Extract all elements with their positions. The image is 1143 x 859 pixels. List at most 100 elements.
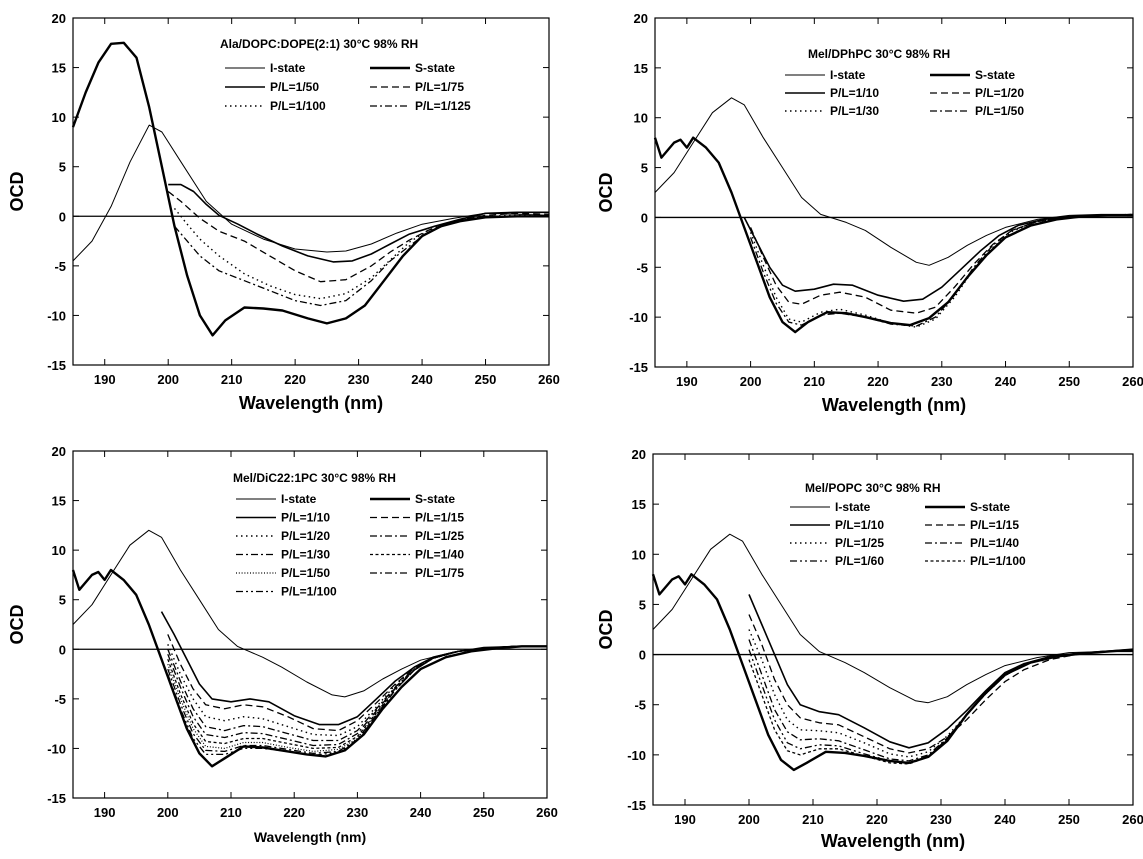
x-tick-label: 220 [283, 805, 305, 820]
y-tick-label: -5 [636, 260, 648, 275]
legend-label: I-state [830, 68, 866, 82]
y-tick-label: 10 [634, 111, 648, 126]
legend-label: P/L=1/40 [415, 548, 464, 562]
x-tick-label: 260 [538, 372, 560, 387]
y-tick-label: -15 [627, 798, 646, 813]
y-tick-label: 0 [59, 642, 66, 657]
x-tick-label: 240 [994, 812, 1016, 827]
x-tick-label: 210 [221, 372, 243, 387]
series-line-p-l-1-100 [748, 649, 1134, 765]
x-tick-label: 240 [410, 805, 432, 820]
y-tick-label: 10 [632, 547, 646, 562]
series-line-p-l-1-40 [748, 639, 1134, 762]
panel-title: Mel/DiC22:1PC 30°C 98% RH [233, 471, 396, 485]
y-tick-label: -15 [47, 791, 66, 806]
x-tick-label: 190 [94, 372, 116, 387]
y-axis-title: OCD [7, 605, 27, 645]
legend-label: P/L=1/15 [415, 511, 464, 525]
x-tick-label: 190 [674, 812, 696, 827]
plot-frame [654, 17, 1134, 368]
chart-panel-1: 190 200 210 220 230 240 250 260 -15 -10 -5 0 5 10 15 20… [7, 11, 560, 413]
legend-label: P/L=1/100 [270, 99, 326, 113]
x-tick-label: 220 [866, 812, 888, 827]
x-tick-label: 200 [157, 372, 179, 387]
x-axis-title: Wavelength (nm) [821, 831, 965, 851]
series-line-p-l-1-25 [748, 629, 1134, 758]
x-tick-label: 220 [284, 372, 306, 387]
panel-title: Mel/DPhPC 30°C 98% RH [808, 47, 950, 61]
y-tick-label: -15 [629, 360, 648, 375]
y-tick-label: 15 [52, 494, 66, 509]
legend-label: P/L=1/10 [281, 511, 330, 525]
x-tick-label: 240 [995, 374, 1017, 389]
x-tick-label: 210 [220, 805, 242, 820]
legend-label: P/L=1/50 [281, 566, 330, 580]
series-line-p-l-1-20 [750, 214, 1133, 314]
legend-label: S-state [415, 492, 455, 506]
series-line-p-l-1-60 [748, 649, 1134, 764]
series-line-p-l-1-125 [174, 215, 549, 307]
legend-label: P/L=1/50 [270, 80, 319, 94]
legend-label: I-state [835, 500, 871, 514]
legend-label: P/L=1/10 [835, 518, 884, 532]
y-tick-label: -10 [47, 308, 66, 323]
series-line-p-l-1-100 [173, 207, 550, 300]
series-line-i-state [654, 97, 1133, 266]
x-tick-label: 240 [411, 372, 433, 387]
series-line-s-state [653, 136, 1133, 334]
legend-label: P/L=1/125 [415, 99, 471, 113]
series-line-s-state [651, 573, 1134, 772]
y-tick-label: -15 [47, 358, 66, 373]
y-tick-label: -10 [627, 748, 646, 763]
series-line-p-l-1-75 [167, 190, 550, 283]
legend-label: S-state [975, 68, 1015, 82]
legend-label: P/L=1/20 [975, 86, 1024, 100]
series-line-p-l-1-40 [167, 645, 547, 750]
series-line-p-l-1-50 [749, 213, 1134, 327]
series-line-p-l-1-15 [748, 614, 1134, 754]
legend-label: P/L=1/40 [970, 536, 1019, 550]
x-tick-label: 260 [1122, 812, 1143, 827]
x-tick-label: 230 [930, 812, 952, 827]
series-line-s-state [71, 568, 547, 768]
y-tick-label: 5 [639, 597, 646, 612]
legend-label: P/L=1/60 [835, 554, 884, 568]
x-tick-label: 260 [536, 805, 558, 820]
series-line-p-l-1-100 [167, 645, 547, 757]
series-line-p-l-1-50 [168, 183, 549, 263]
legend-label: P/L=1/10 [830, 86, 879, 100]
legend-label: I-state [270, 61, 306, 75]
chart-panel-4: 190 200 210 220 230 240 250 260 -15 -10 -5 0 5 10 15 20… [596, 447, 1143, 851]
legend-label: I-state [281, 492, 317, 506]
y-tick-label: 20 [52, 11, 66, 26]
series-line-p-l-1-10 [748, 594, 1134, 749]
x-tick-label: 250 [1058, 812, 1080, 827]
plot-frame [652, 453, 1134, 806]
x-tick-label: 190 [676, 374, 698, 389]
x-tick-label: 260 [1122, 374, 1143, 389]
x-tick-label: 210 [803, 374, 825, 389]
legend-label: S-state [970, 500, 1010, 514]
y-tick-label: 20 [52, 444, 66, 459]
chart-panel-2: 190 200 210 220 230 240 250 260 -15 -10 -5 0 5 10 15 20… [596, 11, 1143, 415]
x-tick-label: 230 [347, 805, 369, 820]
x-tick-label: 200 [738, 812, 760, 827]
y-tick-label: 20 [634, 11, 648, 26]
y-tick-label: 15 [632, 497, 646, 512]
x-tick-label: 230 [931, 374, 953, 389]
x-tick-label: 200 [740, 374, 762, 389]
legend-label: P/L=1/75 [415, 80, 464, 94]
series-line-s-state [71, 41, 549, 337]
legend-label: P/L=1/15 [970, 518, 1019, 532]
legend-label: P/L=1/30 [281, 548, 330, 562]
legend-label: S-state [415, 61, 455, 75]
series-line-i-state [652, 533, 1133, 704]
x-tick-label: 250 [473, 805, 495, 820]
legend-label: P/L=1/25 [415, 529, 464, 543]
panel-title: Mel/POPC 30°C 98% RH [805, 481, 941, 495]
legend-label: P/L=1/25 [835, 536, 884, 550]
y-tick-label: 10 [52, 110, 66, 125]
y-tick-label: 0 [641, 210, 648, 225]
y-tick-label: 0 [639, 648, 646, 663]
